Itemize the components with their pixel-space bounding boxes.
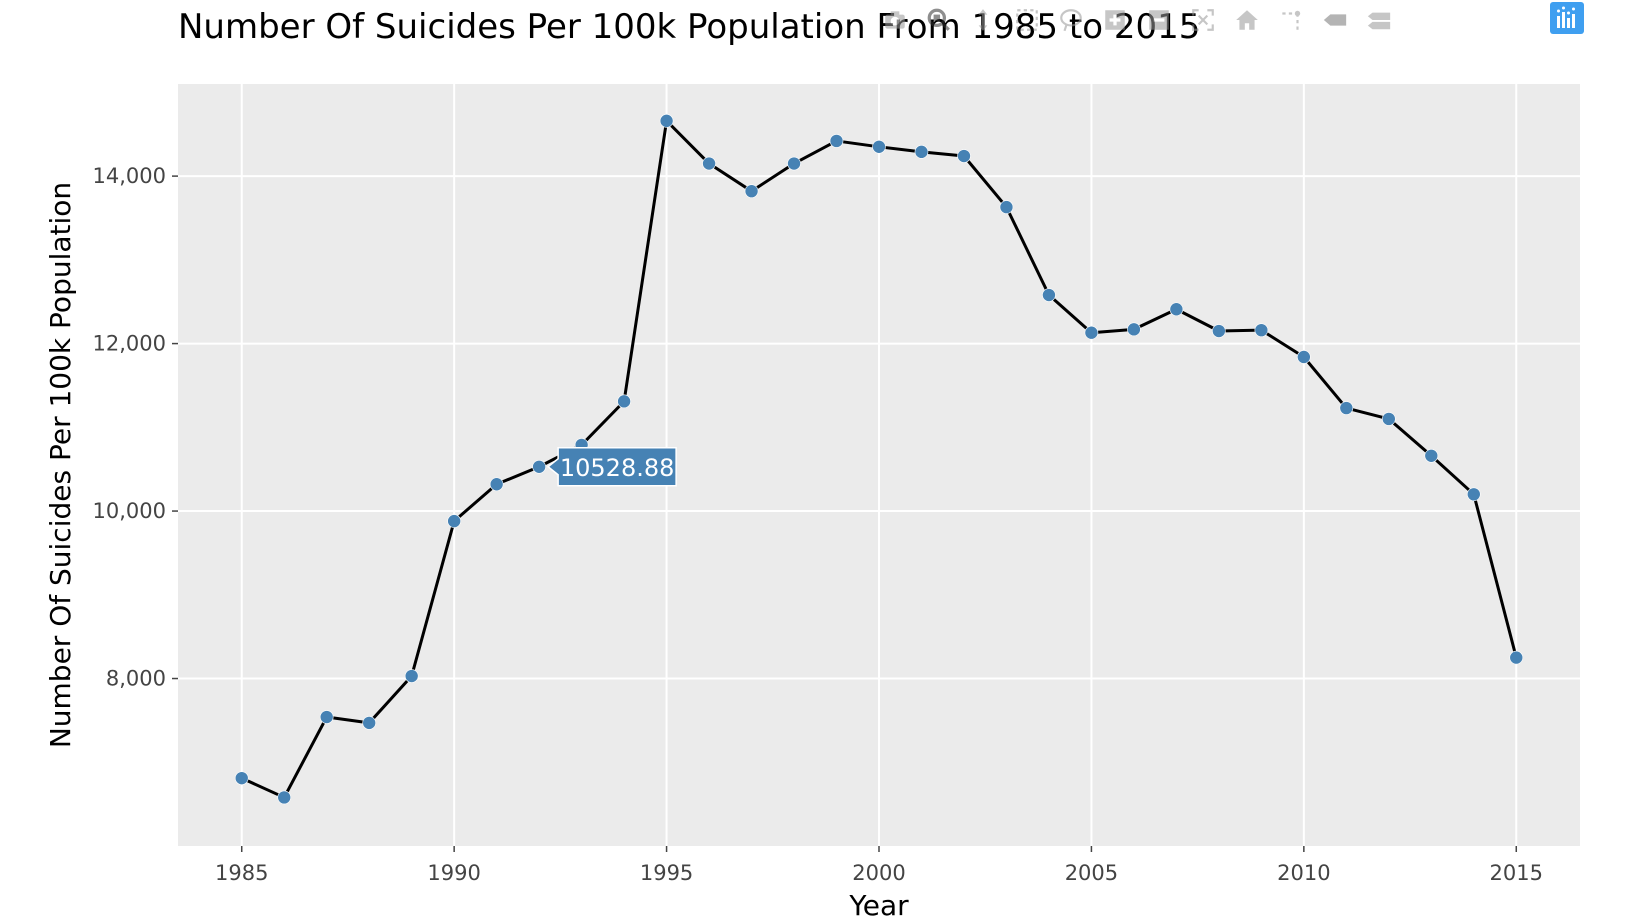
reset-axes-icon[interactable] bbox=[1232, 5, 1262, 35]
data-point-2011[interactable] bbox=[1339, 401, 1354, 415]
data-point-2003[interactable] bbox=[999, 200, 1014, 214]
y-tick-label: 12,000 bbox=[93, 332, 166, 356]
data-point-2005[interactable] bbox=[1084, 325, 1099, 340]
data-point-1986[interactable] bbox=[277, 790, 292, 805]
y-axis-ticks: 8,000 10,000 12,000 14,000 bbox=[93, 164, 178, 691]
x-tick-label: 2005 bbox=[1065, 861, 1118, 885]
data-point-1998[interactable] bbox=[787, 156, 801, 171]
data-point-2007[interactable] bbox=[1169, 302, 1184, 317]
data-point-2014[interactable] bbox=[1466, 487, 1481, 502]
spike-lines-icon[interactable] bbox=[1276, 5, 1306, 35]
tooltip-label: 10528.88 bbox=[560, 454, 675, 482]
x-tick-label: 1995 bbox=[640, 861, 693, 885]
data-point-2002[interactable] bbox=[957, 149, 971, 163]
x-tick-label: 1985 bbox=[215, 861, 268, 885]
x-tick-label: 2000 bbox=[852, 861, 905, 885]
data-point-1987[interactable] bbox=[319, 710, 334, 724]
data-point-1988[interactable] bbox=[362, 716, 376, 730]
data-point-2001[interactable] bbox=[914, 145, 929, 159]
data-point-1990[interactable] bbox=[447, 514, 461, 528]
y-tick-label: 14,000 bbox=[93, 164, 166, 188]
data-point-2013[interactable] bbox=[1424, 448, 1439, 463]
x-tick-label: 2010 bbox=[1277, 861, 1330, 885]
x-axis-ticks: 1985 1990 1995 2000 2005 2010 2015 bbox=[215, 846, 1543, 885]
data-point-2015[interactable] bbox=[1509, 650, 1524, 665]
data-point-2000[interactable] bbox=[872, 140, 886, 154]
camera-icon[interactable] bbox=[880, 5, 910, 35]
zoom-in-icon[interactable] bbox=[1100, 5, 1130, 35]
y-tick-label: 8,000 bbox=[106, 667, 166, 691]
data-point-2009[interactable] bbox=[1254, 323, 1269, 337]
data-point-1992[interactable] bbox=[532, 459, 546, 474]
hover-closest-icon[interactable] bbox=[1320, 5, 1350, 35]
hover-tooltip: 10528.88 bbox=[546, 447, 677, 487]
data-point-1999[interactable] bbox=[829, 134, 844, 148]
y-axis-title: Number Of Suicides Per 100k Population bbox=[44, 182, 77, 748]
data-points bbox=[234, 114, 1524, 805]
zoom-out-icon[interactable] bbox=[1144, 5, 1174, 35]
x-tick-label: 2015 bbox=[1490, 861, 1543, 885]
autoscale-icon[interactable] bbox=[1188, 5, 1218, 35]
chart-title: Number Of Suicides Per 100k Population F… bbox=[178, 7, 1200, 47]
lasso-icon[interactable] bbox=[1056, 5, 1086, 35]
data-point-2012[interactable] bbox=[1382, 412, 1396, 426]
data-point-2004[interactable] bbox=[1042, 288, 1056, 302]
data-point-1989[interactable] bbox=[404, 669, 419, 683]
data-point-2010[interactable] bbox=[1297, 350, 1311, 364]
pan-icon[interactable] bbox=[968, 5, 998, 35]
data-point-2006[interactable] bbox=[1127, 322, 1141, 337]
box-select-icon[interactable] bbox=[1012, 5, 1042, 35]
data-point-1995[interactable] bbox=[659, 114, 674, 128]
data-point-1996[interactable] bbox=[702, 156, 716, 171]
zoom-icon[interactable] bbox=[924, 5, 954, 35]
y-tick-label: 10,000 bbox=[93, 499, 166, 523]
data-point-1997[interactable] bbox=[744, 184, 759, 198]
modebar bbox=[880, 0, 1394, 40]
tooltip-box bbox=[546, 447, 677, 487]
data-point-2008[interactable] bbox=[1212, 324, 1226, 338]
hover-compare-icon[interactable] bbox=[1364, 5, 1394, 35]
data-point-1985[interactable] bbox=[234, 771, 249, 785]
data-point-1994[interactable] bbox=[617, 394, 631, 409]
x-tick-label: 1990 bbox=[427, 861, 480, 885]
x-axis-title: Year bbox=[848, 889, 909, 922]
data-point-1991[interactable] bbox=[489, 477, 504, 492]
plotly-logo-icon[interactable] bbox=[1550, 2, 1584, 34]
